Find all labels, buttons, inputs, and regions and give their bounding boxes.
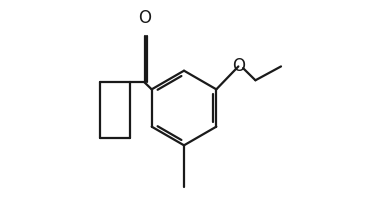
Text: O: O: [232, 57, 245, 75]
Text: O: O: [138, 9, 151, 27]
